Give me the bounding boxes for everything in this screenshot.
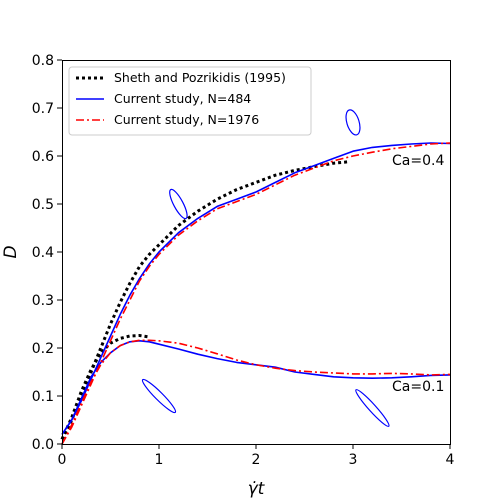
x-tick-label-1: 1 bbox=[155, 452, 164, 468]
series-line-5 bbox=[61, 339, 451, 445]
series-line-4 bbox=[61, 142, 451, 445]
series-line-3 bbox=[61, 339, 451, 435]
series-line-0 bbox=[60, 160, 349, 440]
legend-label-sheth: Sheth and Pozrikidis (1995) bbox=[114, 70, 286, 85]
y-tick-label-0: 0.0 bbox=[32, 437, 54, 453]
droplet-shape-ca04-t1 bbox=[169, 188, 188, 220]
x-tick-label-4: 4 bbox=[446, 452, 455, 468]
x-axis-label: γ̇t bbox=[248, 479, 266, 499]
y-tick-label-3: 0.3 bbox=[32, 293, 54, 309]
legend: Sheth and Pozrikidis (1995) Current stud… bbox=[68, 66, 312, 136]
x-tick-label-0: 0 bbox=[58, 452, 67, 468]
series-line-2 bbox=[61, 142, 451, 435]
droplet-shapes bbox=[141, 109, 390, 427]
y-tick-label-8: 0.8 bbox=[32, 53, 54, 69]
droplet-shape-ca04-t3 bbox=[345, 109, 361, 136]
y-tick-label-2: 0.2 bbox=[32, 341, 54, 357]
series-line-1 bbox=[60, 334, 150, 440]
y-tick-label-1: 0.1 bbox=[32, 389, 54, 405]
annotation-ca01: Ca=0.1 bbox=[392, 379, 444, 395]
annotation-ca04: Ca=0.4 bbox=[392, 153, 444, 169]
legend-label-n1976: Current study, N=1976 bbox=[114, 112, 259, 127]
legend-label-n484: Current study, N=484 bbox=[114, 91, 251, 106]
y-tick-label-4: 0.4 bbox=[32, 245, 54, 261]
legend-box bbox=[68, 66, 312, 136]
x-tick-label-2: 2 bbox=[252, 452, 261, 468]
series-lines bbox=[60, 142, 451, 445]
y-axis-label: D bbox=[1, 245, 21, 258]
axis-ticks: 0 1 2 3 4 0.0 0.1 0.2 0.3 0.4 0.5 0.6 0.7 0.8 bbox=[32, 53, 455, 468]
x-tick-label-3: 3 bbox=[349, 452, 358, 468]
droplet-shape-ca01-t3 bbox=[355, 389, 390, 427]
droplet-shape-ca01-t1 bbox=[141, 378, 177, 414]
y-tick-label-5: 0.5 bbox=[32, 197, 54, 213]
y-tick-label-7: 0.7 bbox=[32, 101, 54, 117]
y-tick-label-6: 0.6 bbox=[32, 149, 54, 165]
